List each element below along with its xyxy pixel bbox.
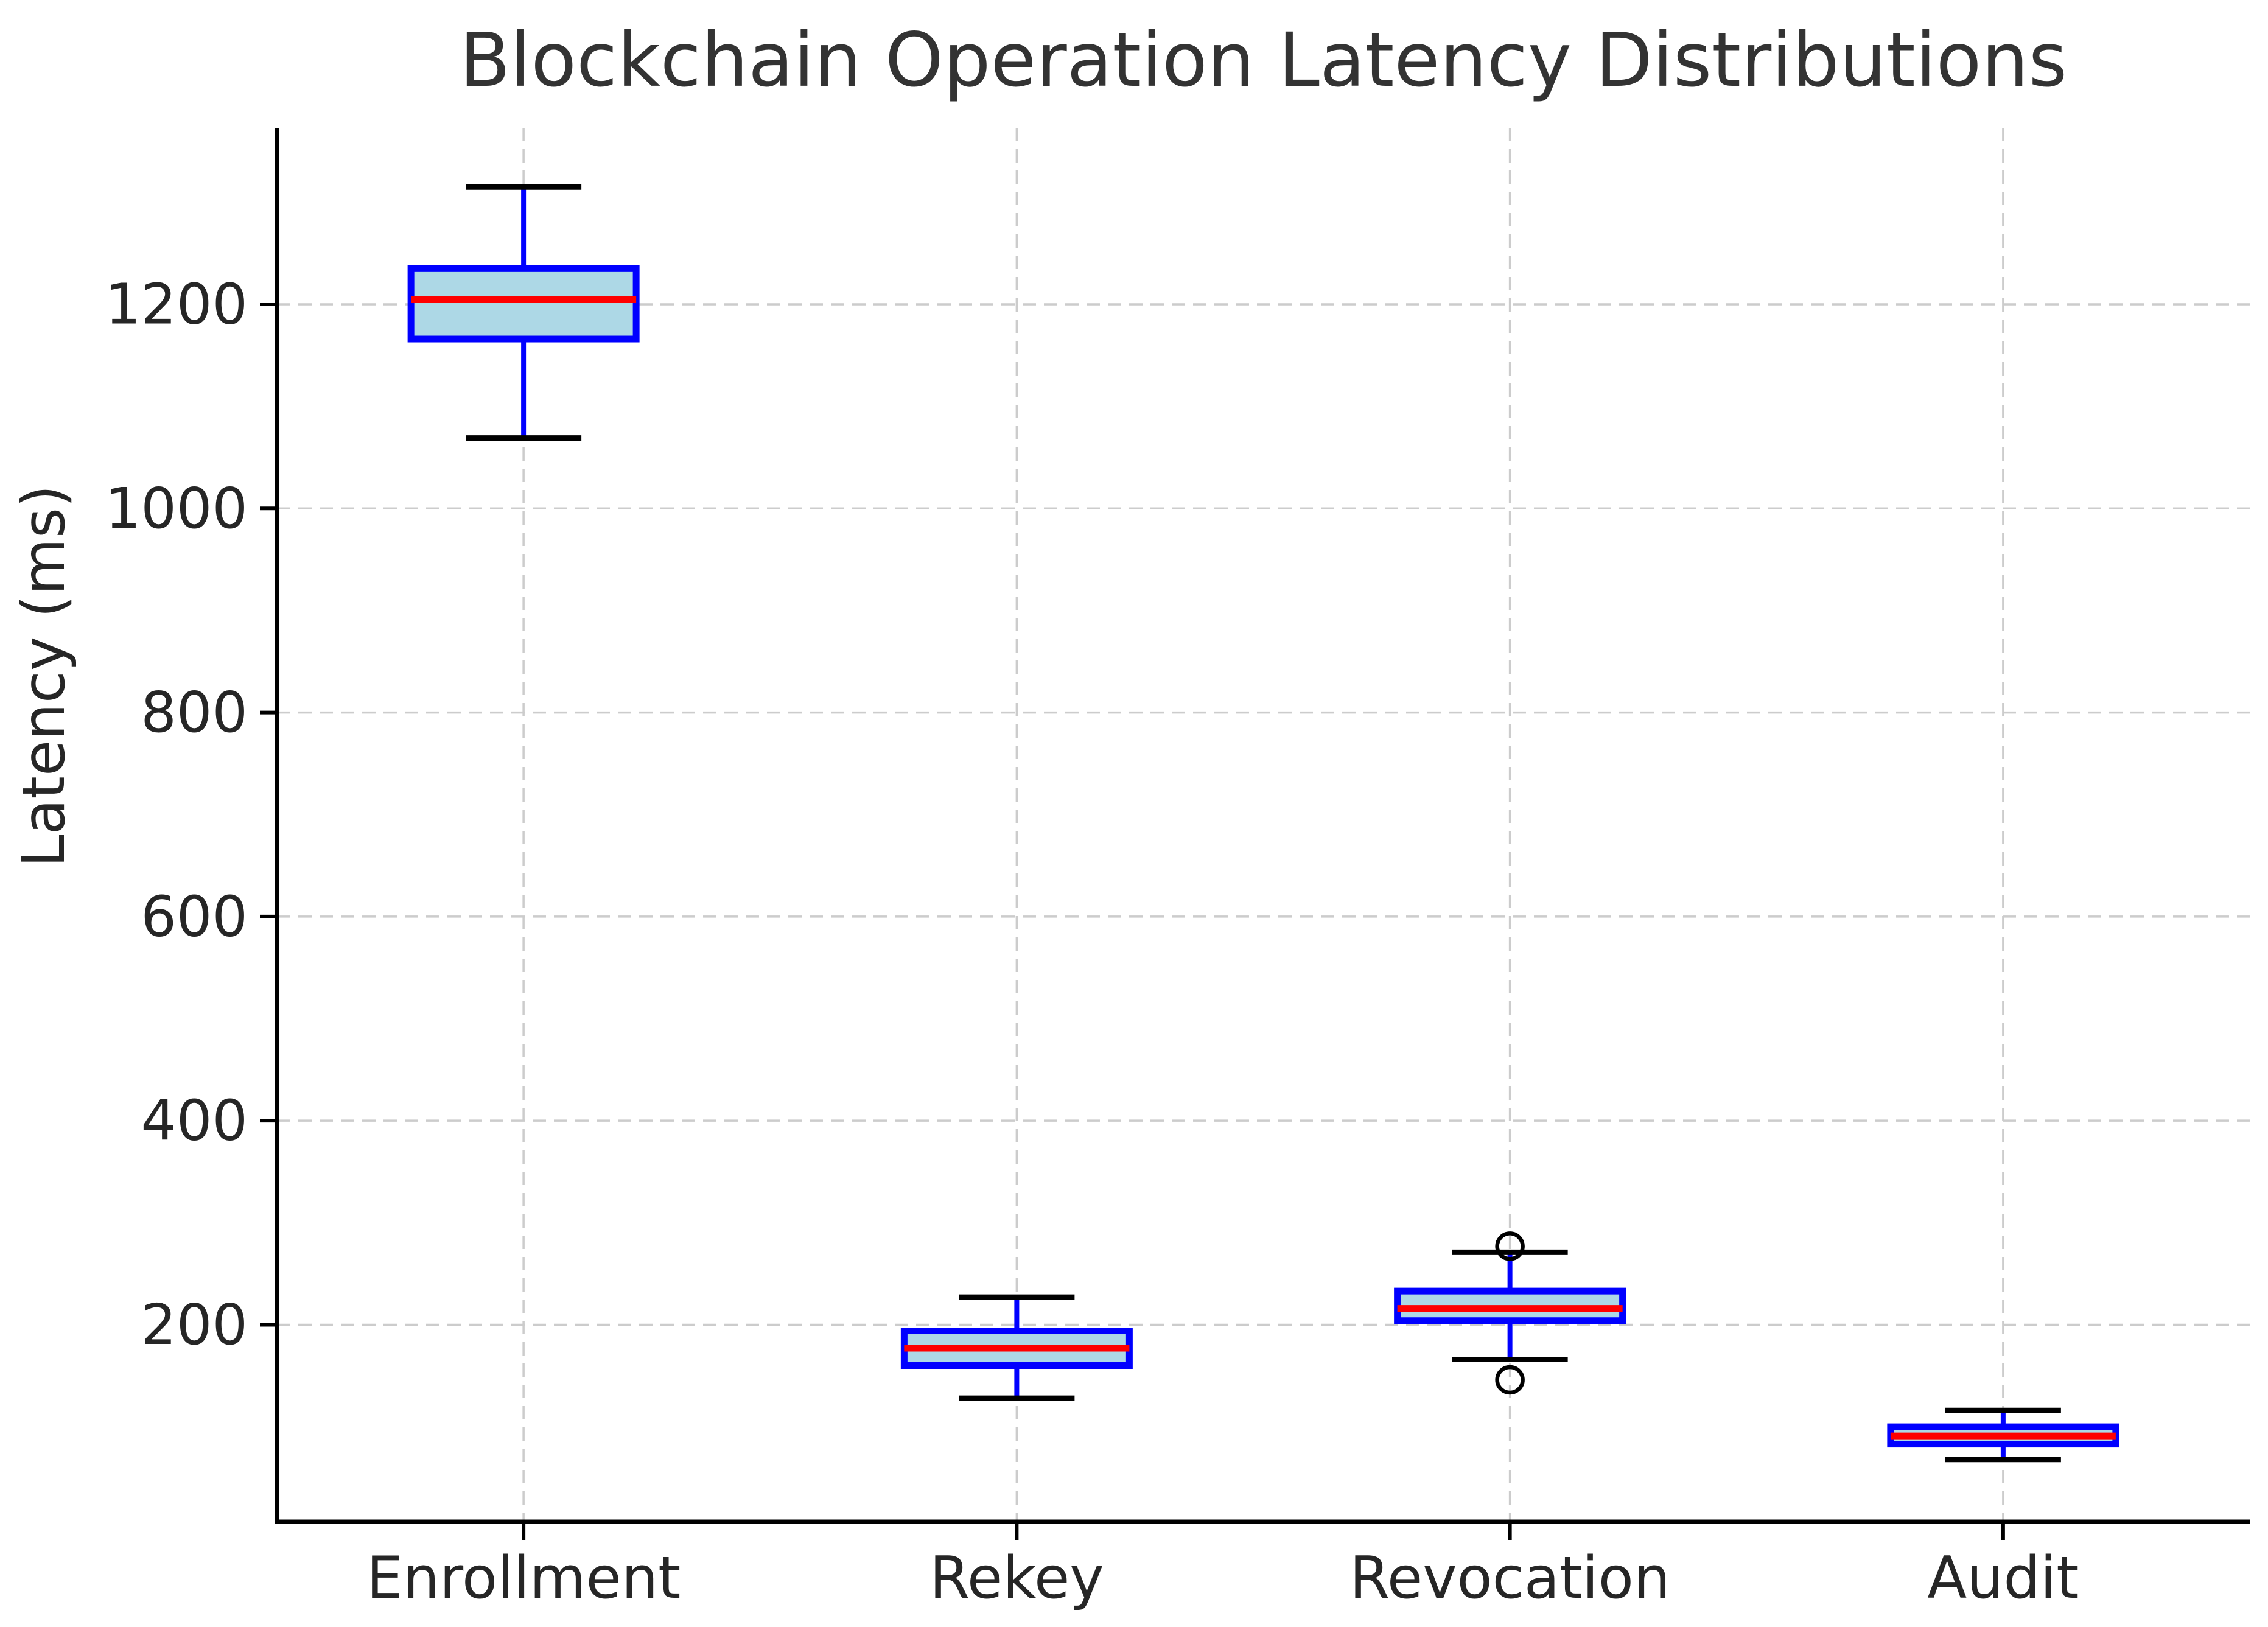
y-tick-labels: 200 400 600 800 1000 1200 <box>105 272 248 1357</box>
x-tick-label: Enrollment <box>366 1545 681 1612</box>
outlier-marker <box>1495 1231 1525 1261</box>
chart-title: Blockchain Operation Latency Distributio… <box>459 17 2068 103</box>
box-audit <box>1887 1407 2119 1463</box>
x-tick-label: Audit <box>1927 1545 2079 1612</box>
x-tick-label: Rekey <box>929 1545 1104 1612</box>
y-tick-label: 600 <box>141 884 248 949</box>
y-tick-label: 1200 <box>105 272 248 337</box>
tick-marks <box>260 303 2005 1540</box>
x-tick-labels: Enrollment Rekey Revocation Audit <box>366 1545 2079 1612</box>
box-rekey <box>900 1294 1133 1401</box>
box-series <box>407 184 2119 1463</box>
x-gridlines <box>522 128 2004 1522</box>
axes-spines <box>275 128 2250 1524</box>
y-tick-label: 800 <box>141 680 248 745</box>
y-tick-label: 200 <box>141 1292 248 1357</box>
iqr-box <box>407 265 640 343</box>
y-gridlines <box>277 303 2250 1326</box>
y-tick-label: 1000 <box>105 476 248 541</box>
x-tick-label: Revocation <box>1349 1545 1670 1612</box>
y-tick-label: 400 <box>141 1088 248 1153</box>
outlier-marker <box>1495 1365 1525 1395</box>
box-revocation <box>1394 1231 1626 1395</box>
box-enrollment <box>407 184 640 441</box>
